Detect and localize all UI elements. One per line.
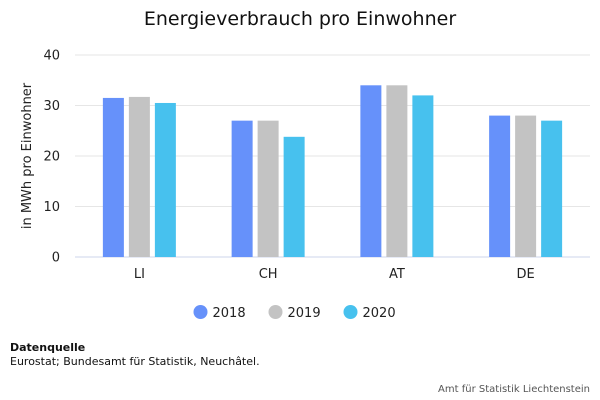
x-tick-labels: LI CH AT DE: [134, 267, 535, 282]
bar: [231, 120, 253, 258]
gridlines: [75, 54, 590, 258]
data-source-text: Eurostat; Bundesamt für Statistik, Neuch…: [10, 355, 260, 368]
bar: [128, 96, 150, 257]
legend-label: 2019: [288, 306, 321, 321]
legend-marker: [193, 305, 208, 319]
y-tick-label: 10: [43, 200, 60, 215]
x-tick-label: CH: [259, 267, 278, 282]
y-tick-labels: 0 10 20 30 40: [43, 49, 60, 266]
publisher-credit: Amt für Statistik Liechtenstein: [438, 384, 590, 395]
y-tick-label: 40: [43, 49, 60, 64]
bar: [283, 136, 305, 257]
bar: [360, 85, 382, 257]
bar: [386, 85, 408, 257]
y-tick-label: 30: [43, 99, 60, 114]
bar: [102, 97, 124, 257]
x-tick-label: LI: [134, 267, 145, 282]
legend-marker: [268, 305, 283, 319]
bar: [489, 115, 511, 257]
bar: [412, 95, 434, 258]
legend: 2018 2019 2020: [193, 305, 396, 321]
y-axis-title: in MWh pro Einwohner: [20, 82, 35, 229]
y-tick-label: 0: [52, 251, 60, 266]
legend-label: 2020: [363, 306, 396, 321]
legend-label: 2018: [213, 306, 246, 321]
bars: [102, 85, 563, 258]
bar: [515, 115, 537, 257]
x-tick-label: AT: [389, 267, 405, 282]
data-source: Datenquelle Eurostat; Bundesamt für Stat…: [10, 341, 260, 369]
y-tick-label: 20: [43, 150, 60, 165]
legend-marker: [343, 305, 358, 319]
bar: [257, 120, 279, 258]
chart-title: Energieverbrauch pro Einwohner: [143, 8, 457, 30]
bar: [541, 120, 563, 258]
bar: [154, 102, 176, 257]
data-source-label: Datenquelle: [10, 341, 86, 354]
x-tick-label: DE: [517, 267, 535, 282]
